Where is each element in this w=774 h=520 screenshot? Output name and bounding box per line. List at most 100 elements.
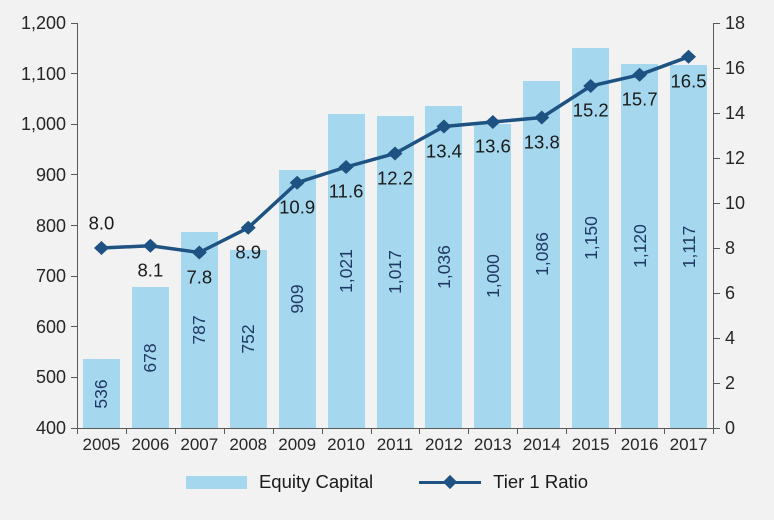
y-axis-right-label: 10	[725, 193, 746, 213]
x-axis-tick	[321, 428, 323, 434]
diamond-marker-icon	[338, 160, 354, 174]
y-axis-right-tick	[714, 22, 720, 24]
y-axis-right-tick	[714, 247, 720, 249]
bar	[82, 359, 120, 428]
legend-item-tier1-ratio: Tier 1 Ratio	[419, 472, 588, 492]
x-axis-tick	[664, 428, 666, 434]
y-axis-right-tick	[714, 202, 720, 204]
line-point-label: 10.9	[279, 196, 316, 218]
y-axis-left-tick	[71, 275, 77, 277]
diamond-marker-icon	[534, 110, 550, 125]
x-axis-label: 2013	[473, 435, 512, 454]
y-axis-left-tick	[71, 174, 77, 176]
x-axis-label: 2015	[571, 435, 610, 454]
bar	[180, 232, 218, 428]
x-axis-label: 2017	[669, 435, 708, 454]
y-axis-right-tick	[714, 67, 720, 69]
y-axis-right-label: 0	[725, 418, 736, 438]
x-axis-line	[77, 428, 713, 429]
x-axis-tick	[615, 428, 617, 434]
y-axis-right-tick	[714, 337, 720, 339]
y-axis-right-label: 14	[725, 103, 746, 123]
legend: Equity Capital Tier 1 Ratio	[0, 468, 774, 496]
x-axis-tick	[272, 428, 274, 434]
y-axis-left-tick	[71, 427, 77, 429]
y-axis-right-tick	[714, 292, 720, 294]
bar	[229, 249, 267, 428]
diamond-marker-icon	[632, 67, 648, 82]
bar	[376, 115, 414, 428]
line-point-label: 13.4	[425, 140, 462, 161]
y-axis-left-tick	[71, 326, 77, 328]
x-axis-label: 2014	[522, 435, 561, 454]
y-axis-left-label: 400	[35, 418, 66, 438]
bar	[670, 65, 708, 428]
x-axis-label: 2005	[82, 435, 121, 454]
line-point-label: 12.2	[376, 167, 414, 188]
x-axis-label: 2011	[376, 435, 414, 454]
y-axis-left-label: 600	[35, 316, 66, 337]
bar	[572, 48, 610, 428]
legend-item-equity-capital: Equity Capital	[185, 471, 374, 492]
line-point-label: 8.1	[137, 259, 164, 281]
y-axis-right-tick	[714, 112, 720, 114]
diamond-marker-icon	[436, 119, 452, 134]
line-point-label: 13.6	[474, 135, 511, 157]
y-axis-left-label: 500	[35, 367, 66, 388]
y-axis-left-tick	[71, 225, 77, 226]
y-axis-right-label: 18	[725, 13, 746, 33]
line-point-label: 15.7	[621, 88, 658, 110]
line-point-label: 15.2	[572, 99, 609, 121]
bar	[425, 106, 463, 428]
line-point-label: 8.9	[235, 241, 262, 263]
x-axis-tick	[174, 428, 176, 434]
legend-label-equity-capital: Equity Capital	[258, 471, 374, 492]
x-axis-tick	[370, 428, 372, 434]
x-axis-label: 2016	[620, 435, 659, 454]
y-axis-right-label: 16	[725, 58, 746, 78]
y-axis-left-label: 700	[35, 266, 66, 287]
x-axis-label: 2007	[180, 435, 219, 454]
diamond-marker-icon	[289, 175, 305, 190]
x-axis-label: 2006	[131, 435, 170, 454]
x-axis-tick	[419, 428, 421, 434]
y-axis-left-label: 900	[35, 164, 66, 185]
y-axis-right-line	[713, 23, 714, 428]
y-axis-right-tick	[714, 157, 720, 159]
bar	[621, 63, 659, 428]
x-axis-label: 2010	[327, 435, 365, 454]
y-axis-left-label: 1,000	[20, 114, 66, 135]
x-axis-tick	[713, 428, 714, 434]
diamond-marker-icon	[93, 241, 109, 255]
line-point-label: 13.8	[523, 131, 560, 152]
y-axis-right-label: 12	[725, 148, 746, 168]
line-point-label: 8.0	[88, 212, 115, 234]
x-axis-label: 2012	[425, 435, 463, 454]
bar	[474, 124, 512, 428]
y-axis-left-tick	[71, 376, 77, 378]
x-axis-tick	[125, 428, 127, 434]
x-axis-tick	[223, 428, 225, 434]
diamond-marker-icon	[443, 474, 458, 490]
y-axis-left-tick	[71, 123, 77, 125]
y-axis-left-line	[77, 23, 78, 428]
line-point-label: 7.8	[186, 266, 213, 287]
y-axis-left-tick	[71, 73, 77, 75]
y-axis-left-tick	[71, 22, 77, 24]
x-axis-tick	[517, 428, 519, 434]
legend-bar-swatch	[185, 475, 247, 489]
line-point-label: 11.6	[328, 180, 364, 202]
x-axis-tick	[77, 428, 78, 434]
y-axis-right-label: 4	[725, 328, 736, 348]
x-axis-label: 2009	[278, 435, 317, 454]
bar	[278, 170, 316, 428]
y-axis-left-label: 1,100	[20, 63, 66, 84]
y-axis-right-label: 8	[725, 238, 736, 258]
y-axis-left-label: 800	[35, 215, 66, 236]
y-axis-right-tick	[714, 382, 720, 384]
diamond-marker-icon	[583, 79, 599, 93]
bar	[131, 287, 169, 428]
